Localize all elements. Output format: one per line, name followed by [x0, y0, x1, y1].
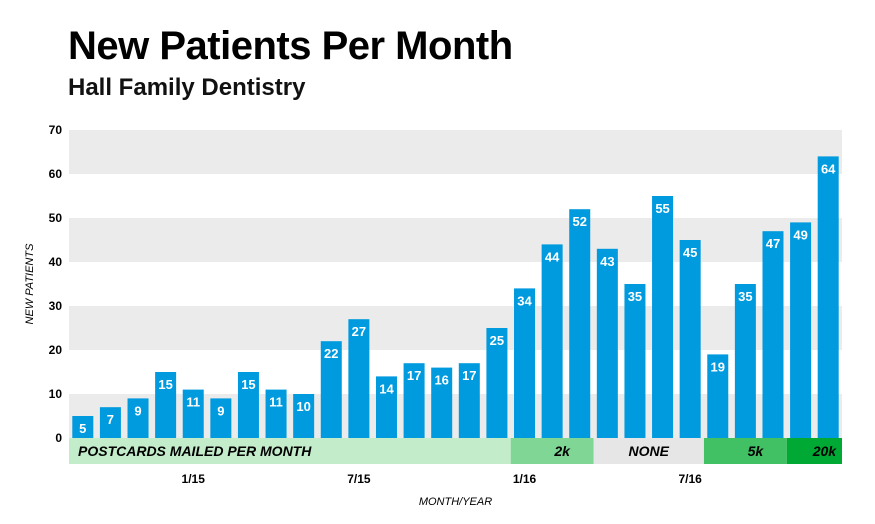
bar-value-label: 45 — [683, 245, 697, 260]
postcards-segment — [69, 438, 511, 464]
chart-subtitle: Hall Family Dentistry — [68, 74, 306, 101]
bar — [624, 284, 646, 438]
postcards-segment — [786, 438, 842, 464]
bar — [265, 389, 287, 438]
bar-value-label: 15 — [241, 377, 255, 392]
grid-band — [69, 306, 842, 350]
bar-value-label: 11 — [186, 395, 200, 410]
bar-value-label: 22 — [324, 346, 338, 361]
x-tick-label: 7/15 — [347, 472, 371, 486]
postcards-segment-label: NONE — [629, 443, 670, 459]
bar-value-label: 15 — [158, 377, 172, 392]
postcards-segment-label: 2k — [553, 443, 571, 459]
bar-value-label: 47 — [766, 236, 780, 251]
grid-band — [69, 218, 842, 262]
bar — [127, 398, 149, 438]
grid-band — [69, 130, 842, 174]
bar — [486, 328, 508, 438]
bar-value-label: 10 — [296, 399, 310, 414]
postcards-segment — [510, 438, 594, 464]
bar — [707, 354, 729, 438]
bar-value-label: 16 — [434, 373, 448, 388]
bar-value-label: 64 — [821, 161, 836, 176]
bar — [734, 284, 756, 438]
bar — [99, 407, 121, 438]
bar — [320, 341, 342, 438]
bar — [790, 222, 812, 438]
x-axis-label: MONTH/YEAR — [419, 496, 492, 508]
bar-value-label: 19 — [711, 359, 725, 374]
bar-value-label: 5 — [79, 421, 86, 436]
bar — [679, 240, 701, 438]
bar — [375, 376, 397, 438]
bar — [596, 248, 618, 438]
bar — [348, 319, 370, 438]
bar-value-label: 11 — [269, 395, 283, 410]
bar — [182, 389, 204, 438]
bar — [210, 398, 232, 438]
bar — [817, 156, 839, 438]
bar-value-label: 55 — [655, 201, 669, 216]
postcards-segment — [593, 438, 704, 464]
bar-value-label: 49 — [793, 227, 807, 242]
y-tick-label: 10 — [49, 387, 63, 401]
bar-value-label: 35 — [628, 289, 642, 304]
bar-value-label: 9 — [134, 403, 141, 418]
bar-value-label: 9 — [217, 403, 224, 418]
bar-value-label: 43 — [600, 254, 614, 269]
bar-value-label: 17 — [462, 368, 476, 383]
bar-value-label: 52 — [572, 214, 586, 229]
y-tick-label: 20 — [49, 343, 63, 357]
x-tick-label: 1/15 — [182, 472, 206, 486]
chart-title: New Patients Per Month — [68, 24, 513, 68]
bar — [541, 244, 563, 438]
bar — [569, 209, 591, 438]
bar-value-label: 7 — [107, 412, 114, 427]
bar-value-label: 35 — [738, 289, 752, 304]
bar-value-label: 44 — [545, 249, 560, 264]
y-tick-label: 60 — [49, 167, 63, 181]
bar-value-label: 27 — [352, 324, 366, 339]
bar — [514, 288, 536, 438]
bar — [155, 372, 177, 438]
bar-value-label: 14 — [379, 381, 394, 396]
postcards-segment-label: 20k — [812, 443, 838, 459]
x-tick-label: 1/16 — [513, 472, 537, 486]
bar — [403, 363, 425, 438]
y-tick-label: 40 — [49, 255, 63, 269]
y-tick-label: 0 — [55, 431, 62, 445]
bar — [237, 372, 259, 438]
bar — [762, 231, 784, 438]
bar — [652, 196, 674, 438]
y-tick-label: 30 — [49, 299, 63, 313]
bar-value-label: 17 — [407, 368, 421, 383]
y-tick-label: 50 — [49, 211, 63, 225]
postcards-row-label: POSTCARDS MAILED PER MONTH — [78, 443, 312, 459]
postcards-segment — [703, 438, 787, 464]
bar — [458, 363, 480, 438]
postcards-segment-label: 5k — [748, 443, 765, 459]
bar-value-label: 25 — [490, 333, 504, 348]
bar-value-label: 34 — [517, 293, 532, 308]
y-tick-label: 70 — [49, 123, 63, 137]
bar — [431, 367, 453, 438]
x-tick-label: 7/16 — [678, 472, 702, 486]
bar — [293, 394, 315, 438]
y-axis-label: NEW PATIENTS — [24, 243, 36, 325]
bar — [72, 416, 94, 438]
